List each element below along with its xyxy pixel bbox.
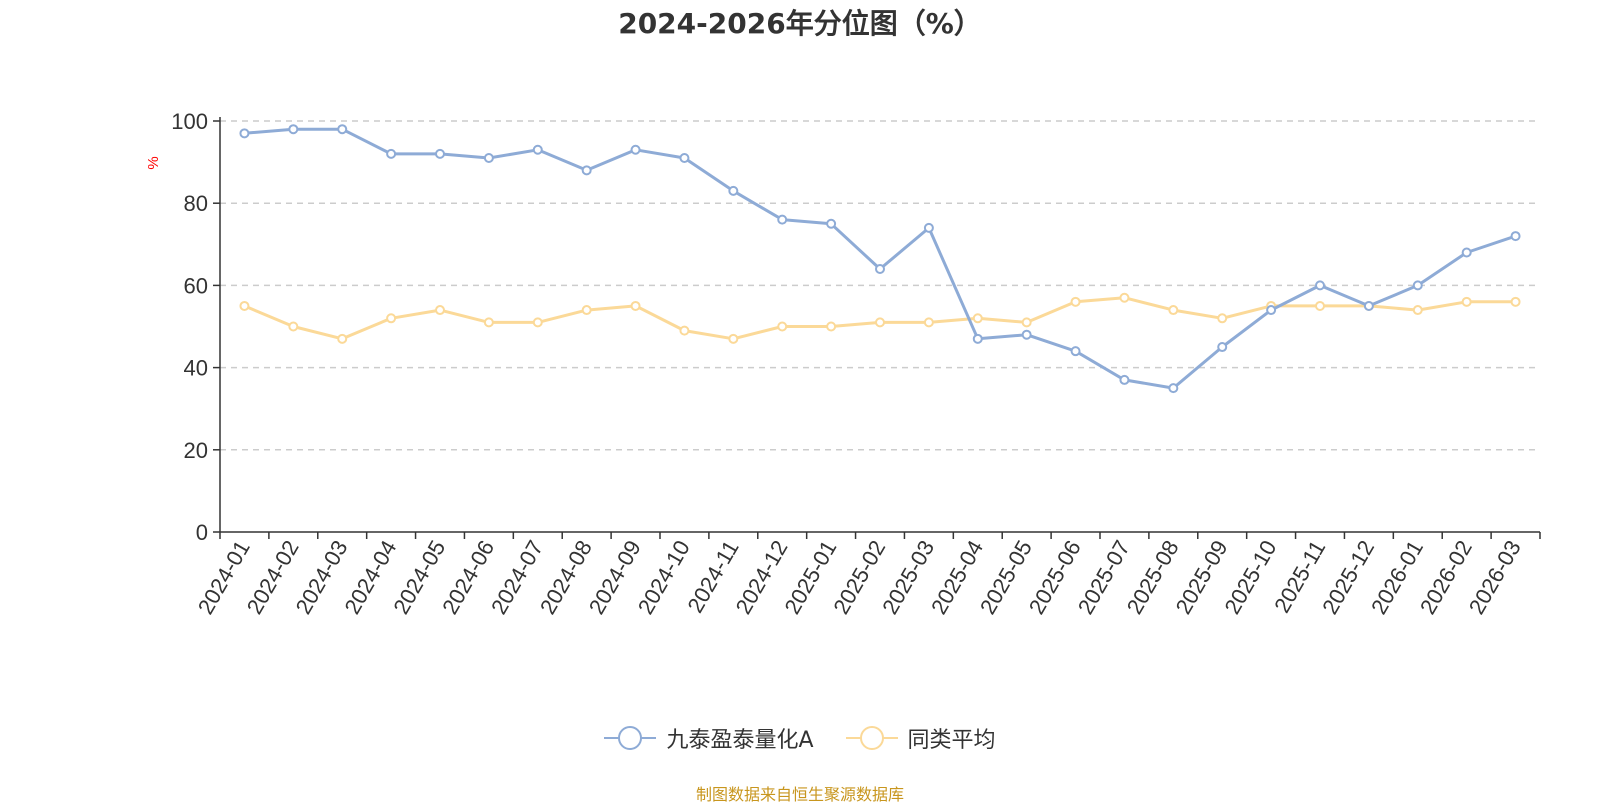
data-point[interactable] (581, 165, 592, 176)
data-point[interactable] (1266, 305, 1277, 316)
data-point[interactable] (630, 144, 641, 155)
legend-item-fund[interactable]: 九泰盈泰量化A (604, 722, 814, 754)
y-axis-label: % (145, 156, 162, 169)
y-tick-label: 40 (184, 356, 208, 381)
data-point[interactable] (483, 317, 494, 328)
data-point[interactable] (1363, 300, 1374, 311)
data-point[interactable] (1168, 383, 1179, 394)
data-point[interactable] (1021, 317, 1032, 328)
data-point[interactable] (875, 317, 885, 328)
data-point[interactable] (581, 305, 592, 316)
data-point[interactable] (386, 148, 397, 159)
y-tick-label: 20 (184, 438, 208, 463)
data-point[interactable] (435, 148, 445, 159)
data-point[interactable] (386, 313, 397, 324)
data-point[interactable] (728, 333, 739, 344)
data-point[interactable] (532, 144, 543, 155)
data-point[interactable] (239, 128, 250, 139)
series (239, 124, 1521, 394)
data-point[interactable] (1217, 342, 1228, 353)
data-point[interactable] (875, 263, 885, 274)
data-point[interactable] (923, 317, 934, 328)
data-point[interactable] (679, 152, 690, 163)
data-point[interactable] (1217, 313, 1228, 324)
data-point[interactable] (1119, 292, 1130, 303)
y-tick-label: 0 (196, 520, 208, 545)
series-line-0 (244, 127, 1517, 390)
chart-title: 2024-2026年分位图（%） (618, 7, 982, 40)
data-point[interactable] (777, 321, 788, 332)
y-tick-label: 80 (184, 191, 208, 216)
data-point[interactable] (1168, 305, 1179, 316)
legend-marker-average-icon (845, 726, 898, 750)
data-point[interactable] (532, 317, 543, 328)
data-point[interactable] (1070, 296, 1081, 307)
data-point[interactable] (679, 325, 690, 336)
data-point[interactable] (728, 185, 739, 196)
data-point[interactable] (1412, 305, 1423, 316)
data-point[interactable] (1021, 329, 1032, 340)
data-point[interactable] (826, 321, 837, 332)
axes: 0204060801002024-012024-022024-032024-04… (171, 109, 1541, 618)
data-point[interactable] (288, 124, 299, 135)
y-tick-label: 60 (184, 273, 208, 298)
y-tick-label: 100 (171, 109, 208, 134)
data-point[interactable] (1119, 374, 1130, 385)
data-point[interactable] (826, 218, 837, 229)
data-point[interactable] (1510, 296, 1521, 307)
data-point[interactable] (1315, 300, 1325, 311)
data-point[interactable] (239, 300, 250, 311)
data-point[interactable] (337, 333, 348, 344)
data-point[interactable] (972, 313, 983, 324)
data-point[interactable] (630, 300, 641, 311)
grid-lines (220, 120, 1540, 451)
data-point[interactable] (337, 124, 348, 135)
legend-label-average: 同类平均 (907, 728, 996, 753)
data-point[interactable] (923, 222, 934, 233)
data-source-note: 制图数据来自恒生聚源数据库 (695, 785, 904, 804)
data-point[interactable] (972, 333, 983, 344)
data-point[interactable] (435, 305, 445, 316)
data-point[interactable] (1461, 247, 1472, 258)
data-point[interactable] (1461, 296, 1472, 307)
legend: 九泰盈泰量化A 同类平均 (0, 722, 1600, 754)
legend-marker-fund-icon (604, 726, 657, 750)
data-point[interactable] (1315, 280, 1325, 291)
legend-label-fund: 九泰盈泰量化A (666, 728, 814, 753)
data-point[interactable] (1510, 231, 1521, 242)
legend-item-average[interactable]: 同类平均 (845, 722, 996, 754)
data-point[interactable] (483, 152, 494, 163)
data-point[interactable] (288, 321, 299, 332)
data-point[interactable] (1412, 280, 1423, 291)
data-point[interactable] (1070, 346, 1081, 357)
data-point[interactable] (777, 214, 788, 225)
